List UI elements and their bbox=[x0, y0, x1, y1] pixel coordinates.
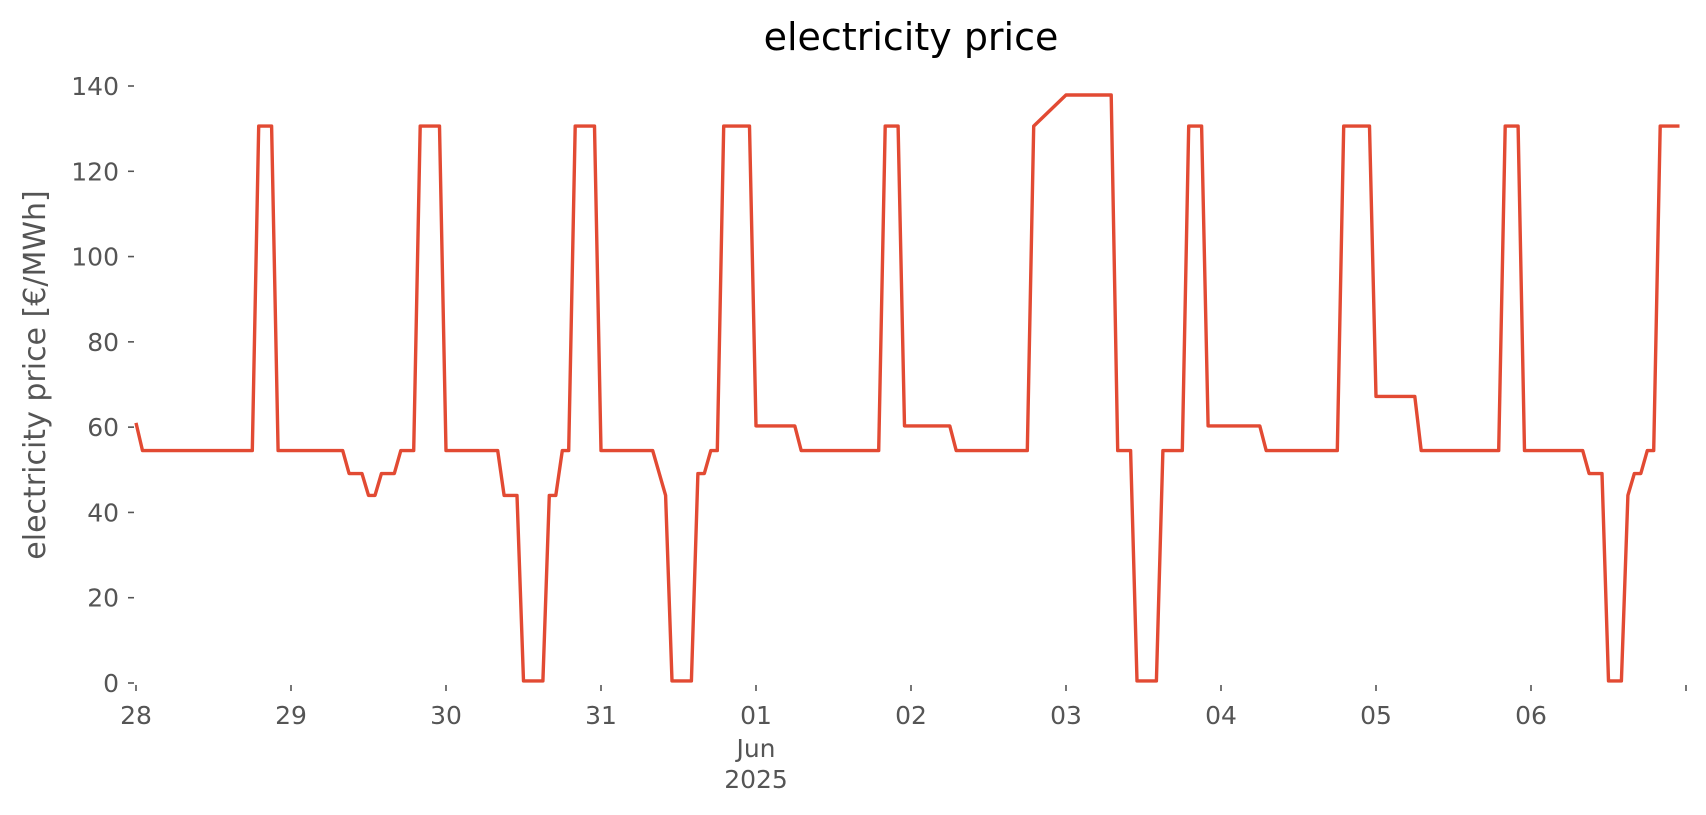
x-tick-label: 02 bbox=[895, 701, 927, 730]
x-tick-label: 05 bbox=[1360, 701, 1392, 730]
y-axis-label: electricity price [€/MWh] bbox=[18, 190, 53, 559]
x-tick-sublabel: Jun bbox=[734, 734, 775, 763]
x-tick-label: 04 bbox=[1205, 701, 1237, 730]
y-tick-label: 120 bbox=[71, 157, 119, 186]
x-tick-sublabel: 2025 bbox=[724, 765, 788, 794]
y-tick-label: 140 bbox=[71, 72, 119, 101]
x-tick-label: 30 bbox=[430, 701, 462, 730]
y-tick-label: 100 bbox=[71, 243, 119, 272]
y-axis: 0 20 40 60 80 100 120 140 bbox=[71, 72, 134, 698]
chart-title: electricity price bbox=[764, 15, 1059, 59]
x-tick-label: 28 bbox=[120, 701, 152, 730]
y-tick-label: 80 bbox=[87, 328, 119, 357]
plot-area bbox=[134, 93, 1680, 683]
x-tick-label: 29 bbox=[275, 701, 307, 730]
x-tick-label: 31 bbox=[585, 701, 617, 730]
y-tick-label: 40 bbox=[87, 498, 119, 527]
y-tick-label: 60 bbox=[87, 413, 119, 442]
x-tick-label: 01 bbox=[740, 701, 772, 730]
y-tick-label: 0 bbox=[103, 669, 119, 698]
x-tick-label: 06 bbox=[1515, 701, 1547, 730]
price-series-line bbox=[134, 93, 1680, 683]
x-tick-label: 03 bbox=[1050, 701, 1082, 730]
y-tick-label: 20 bbox=[87, 584, 119, 613]
